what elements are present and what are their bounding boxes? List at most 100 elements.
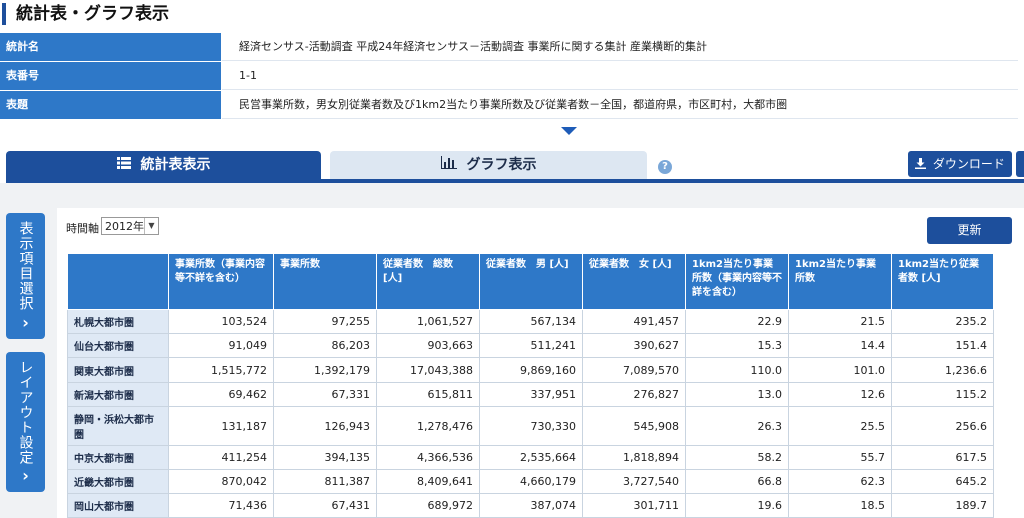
table-cell: 1,818,894 xyxy=(582,445,686,470)
table-header-row: 事業所数（事業内容等不詳を含む） 事業所数 従業者数 総数 [人] 従業者数 男… xyxy=(67,253,994,310)
row-header: 関東大都市圏 xyxy=(67,357,169,383)
table-cell: 9,869,160 xyxy=(479,357,583,383)
meta-row-table-number: 表番号 1-1 xyxy=(0,62,1018,90)
download-button[interactable]: ダウンロード xyxy=(908,151,1012,177)
tab-underline xyxy=(6,179,1024,183)
table-cell: 545,908 xyxy=(582,406,686,446)
chevron-right-icon: › xyxy=(22,313,29,332)
table-cell: 19.6 xyxy=(685,493,789,518)
table-cell: 26.3 xyxy=(685,406,789,446)
tab-graph-label: グラフ表示 xyxy=(466,157,537,173)
meta-value: 民営事業所数，男女別従業者数及び1km2当たり事業所数及び従業者数－全国，都道府… xyxy=(222,91,1018,119)
stats-table: 事業所数（事業内容等不詳を含む） 事業所数 従業者数 総数 [人] 従業者数 男… xyxy=(67,253,994,518)
time-axis-select[interactable]: 2012年 ▼ xyxy=(101,217,159,235)
table-cell: 110.0 xyxy=(685,357,789,383)
table-cell: 394,135 xyxy=(273,445,377,470)
tab-graph-view[interactable]: グラフ表示 xyxy=(330,151,647,182)
page-header: 統計表・グラフ表示 xyxy=(0,0,1024,30)
table-cell: 7,089,570 xyxy=(582,357,686,383)
table-cell: 256.6 xyxy=(891,406,994,446)
row-header: 仙台大都市圏 xyxy=(67,333,169,358)
row-header: 静岡・浜松大都市圏 xyxy=(67,406,169,446)
column-header[interactable]: 1km2当たり事業所数（事業内容等不詳を含む） xyxy=(685,253,789,310)
meta-value: 経済センサス-活動調査 平成24年経済センサス－活動調査 事業所に関する集計 産… xyxy=(222,33,1018,61)
table-row: 関東大都市圏 1,515,772 1,392,179 17,043,388 9,869,… xyxy=(67,357,994,383)
expand-chevron-down-icon[interactable] xyxy=(561,127,577,135)
column-header[interactable]: 従業者数 男 [人] xyxy=(479,253,583,310)
page-title: 統計表・グラフ表示 xyxy=(16,4,169,24)
table-row: 仙台大都市圏 91,049 86,203 903,663 511,241 390,627 1… xyxy=(67,333,994,358)
table-cell: 567,134 xyxy=(479,309,583,334)
table-cell: 903,663 xyxy=(376,333,480,358)
table-cell: 97,255 xyxy=(273,309,377,334)
table-cell: 1,236.6 xyxy=(891,357,994,383)
list-icon xyxy=(116,151,131,179)
table-cell: 67,331 xyxy=(273,382,377,407)
table-cell: 1,061,527 xyxy=(376,309,480,334)
meta-label: 表番号 xyxy=(0,62,221,90)
table-cell: 69,462 xyxy=(168,382,274,407)
table-cell: 390,627 xyxy=(582,333,686,358)
table-cell: 491,457 xyxy=(582,309,686,334)
table-cell: 235.2 xyxy=(891,309,994,334)
download-icon xyxy=(915,157,933,171)
row-header: 近畿大都市圏 xyxy=(67,469,169,494)
table-cell: 66.8 xyxy=(685,469,789,494)
table-cell: 3,727,540 xyxy=(582,469,686,494)
table-cell: 12.6 xyxy=(788,382,892,407)
column-header[interactable]: 従業者数 総数 [人] xyxy=(376,253,480,310)
tab-table-view[interactable]: 統計表表示 xyxy=(6,151,321,182)
table-cell: 15.3 xyxy=(685,333,789,358)
row-header: 中京大都市圏 xyxy=(67,445,169,470)
table-cell: 55.7 xyxy=(788,445,892,470)
layout-settings-label: レイアウト設定 xyxy=(17,360,34,465)
layout-settings-button[interactable]: レイアウト設定 › xyxy=(6,352,45,492)
table-row: 岡山大都市圏 71,436 67,431 689,972 387,074 301,711 1… xyxy=(67,493,994,518)
table-cell: 86,203 xyxy=(273,333,377,358)
display-items-button[interactable]: 表示項目選択 › xyxy=(6,213,45,339)
display-items-label: 表示項目選択 xyxy=(17,221,34,311)
download-label: ダウンロード xyxy=(932,157,1005,171)
table-cell: 645.2 xyxy=(891,469,994,494)
meta-value: 1-1 xyxy=(222,62,1018,90)
table-cell: 4,660,179 xyxy=(479,469,583,494)
time-axis-value: 2012年 xyxy=(105,220,144,233)
meta-row-table-title: 表題 民営事業所数，男女別従業者数及び1km2当たり事業所数及び従業者数－全国，… xyxy=(0,91,1018,119)
table-cell: 689,972 xyxy=(376,493,480,518)
table-cell: 21.5 xyxy=(788,309,892,334)
secondary-toolbar-button[interactable] xyxy=(1016,151,1024,177)
time-axis-label: 時間軸 xyxy=(66,222,99,235)
table-cell: 301,711 xyxy=(582,493,686,518)
row-header: 新潟大都市圏 xyxy=(67,382,169,407)
column-header[interactable]: 事業所数（事業内容等不詳を含む） xyxy=(168,253,274,310)
table-row: 静岡・浜松大都市圏 131,187 126,943 1,278,476 730,330 5… xyxy=(67,406,994,446)
table-cell: 18.5 xyxy=(788,493,892,518)
table-cell: 103,524 xyxy=(168,309,274,334)
table-cell: 67,431 xyxy=(273,493,377,518)
table-cell: 1,515,772 xyxy=(168,357,274,383)
table-cell: 870,042 xyxy=(168,469,274,494)
table-cell: 617.5 xyxy=(891,445,994,470)
meta-label: 表題 xyxy=(0,91,221,119)
table-cell: 511,241 xyxy=(479,333,583,358)
chevron-right-icon: › xyxy=(22,466,29,485)
table-cell: 2,535,664 xyxy=(479,445,583,470)
table-cell: 62.3 xyxy=(788,469,892,494)
table-cell: 126,943 xyxy=(273,406,377,446)
title-accent-bar xyxy=(2,3,6,25)
table-cell: 58.2 xyxy=(685,445,789,470)
table-cell: 387,074 xyxy=(479,493,583,518)
column-header[interactable]: 1km2当たり従業者数 [人] xyxy=(891,253,994,310)
refresh-button[interactable]: 更新 xyxy=(927,217,1012,244)
row-header: 札幌大都市圏 xyxy=(67,309,169,334)
column-header[interactable]: 1km2当たり事業所数 xyxy=(788,253,892,310)
row-header: 岡山大都市圏 xyxy=(67,493,169,518)
column-header[interactable]: 事業所数 xyxy=(273,253,377,310)
table-cell: 615,811 xyxy=(376,382,480,407)
chevron-down-icon: ▼ xyxy=(144,218,158,234)
column-header[interactable]: 従業者数 女 [人] xyxy=(582,253,686,310)
table-cell: 13.0 xyxy=(685,382,789,407)
table-cell: 189.7 xyxy=(891,493,994,518)
table-cell: 8,409,641 xyxy=(376,469,480,494)
help-icon[interactable]: ? xyxy=(658,160,672,174)
